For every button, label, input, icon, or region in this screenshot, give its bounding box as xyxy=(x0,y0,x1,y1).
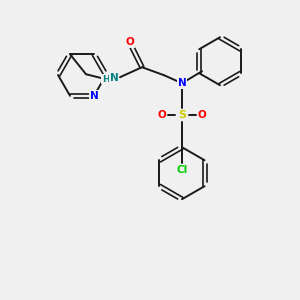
Text: O: O xyxy=(198,110,206,120)
Text: O: O xyxy=(126,37,134,47)
Text: N: N xyxy=(178,78,186,88)
Text: Cl: Cl xyxy=(176,165,188,175)
Text: N: N xyxy=(90,91,98,101)
Text: H: H xyxy=(102,75,110,84)
Text: N: N xyxy=(110,73,118,83)
Text: O: O xyxy=(158,110,166,120)
Text: S: S xyxy=(178,110,186,120)
